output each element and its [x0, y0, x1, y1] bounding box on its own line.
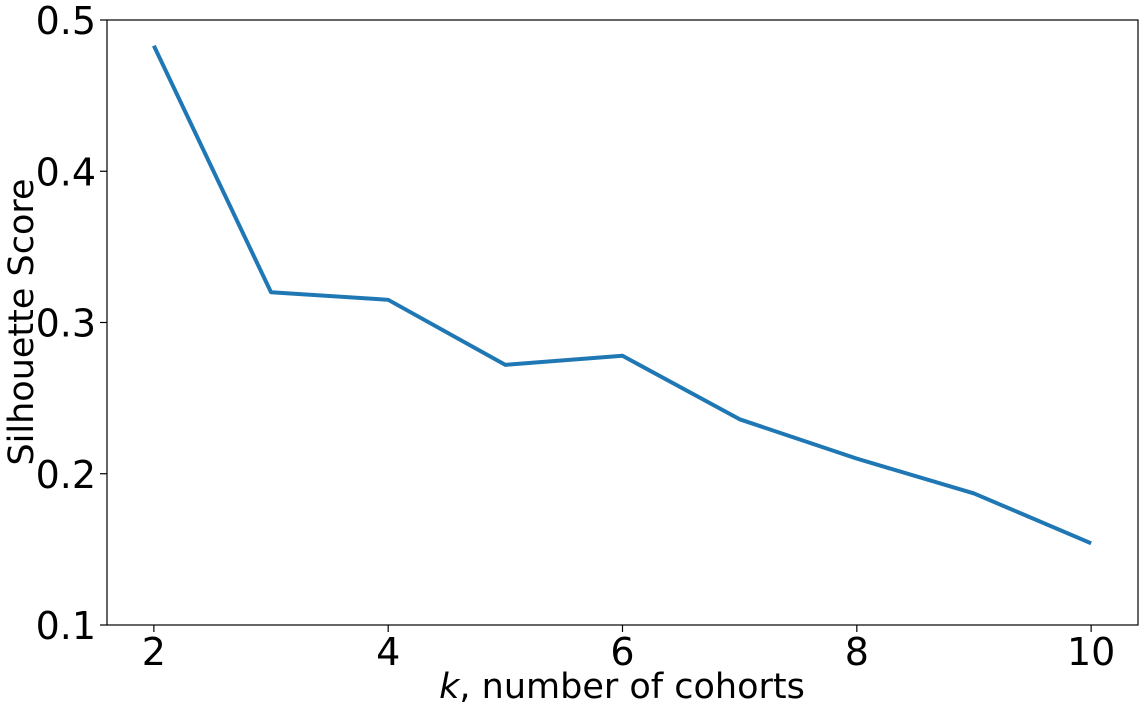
x-tick-label: 4 [376, 630, 400, 674]
x-tick-label: 2 [142, 630, 166, 674]
y-tick-label: 0.4 [36, 150, 96, 194]
series-line [152, 44, 1092, 546]
y-axis-label: Silhouette Score [2, 178, 42, 465]
series-group [152, 44, 1092, 546]
y-axis-ticks: 0.1 0.2 0.3 0.4 0.5 [36, 0, 107, 648]
y-tick-label: 0.1 [36, 604, 96, 648]
y-tick-label: 0.5 [36, 0, 96, 43]
x-axis-label-variable: k [439, 667, 461, 707]
x-tick-label: 10 [1067, 630, 1115, 674]
x-tick-label: 6 [610, 630, 634, 674]
x-tick-label: 8 [845, 630, 869, 674]
plot-frame [106, 19, 1139, 626]
x-axis-ticks: 2 4 6 8 10 [142, 625, 1115, 674]
y-tick-label: 0.3 [36, 302, 96, 346]
y-tick-label: 0.2 [36, 453, 96, 497]
x-axis-label-text: , number of cohorts [459, 667, 804, 707]
x-axis-label: k, number of cohorts [439, 667, 805, 707]
